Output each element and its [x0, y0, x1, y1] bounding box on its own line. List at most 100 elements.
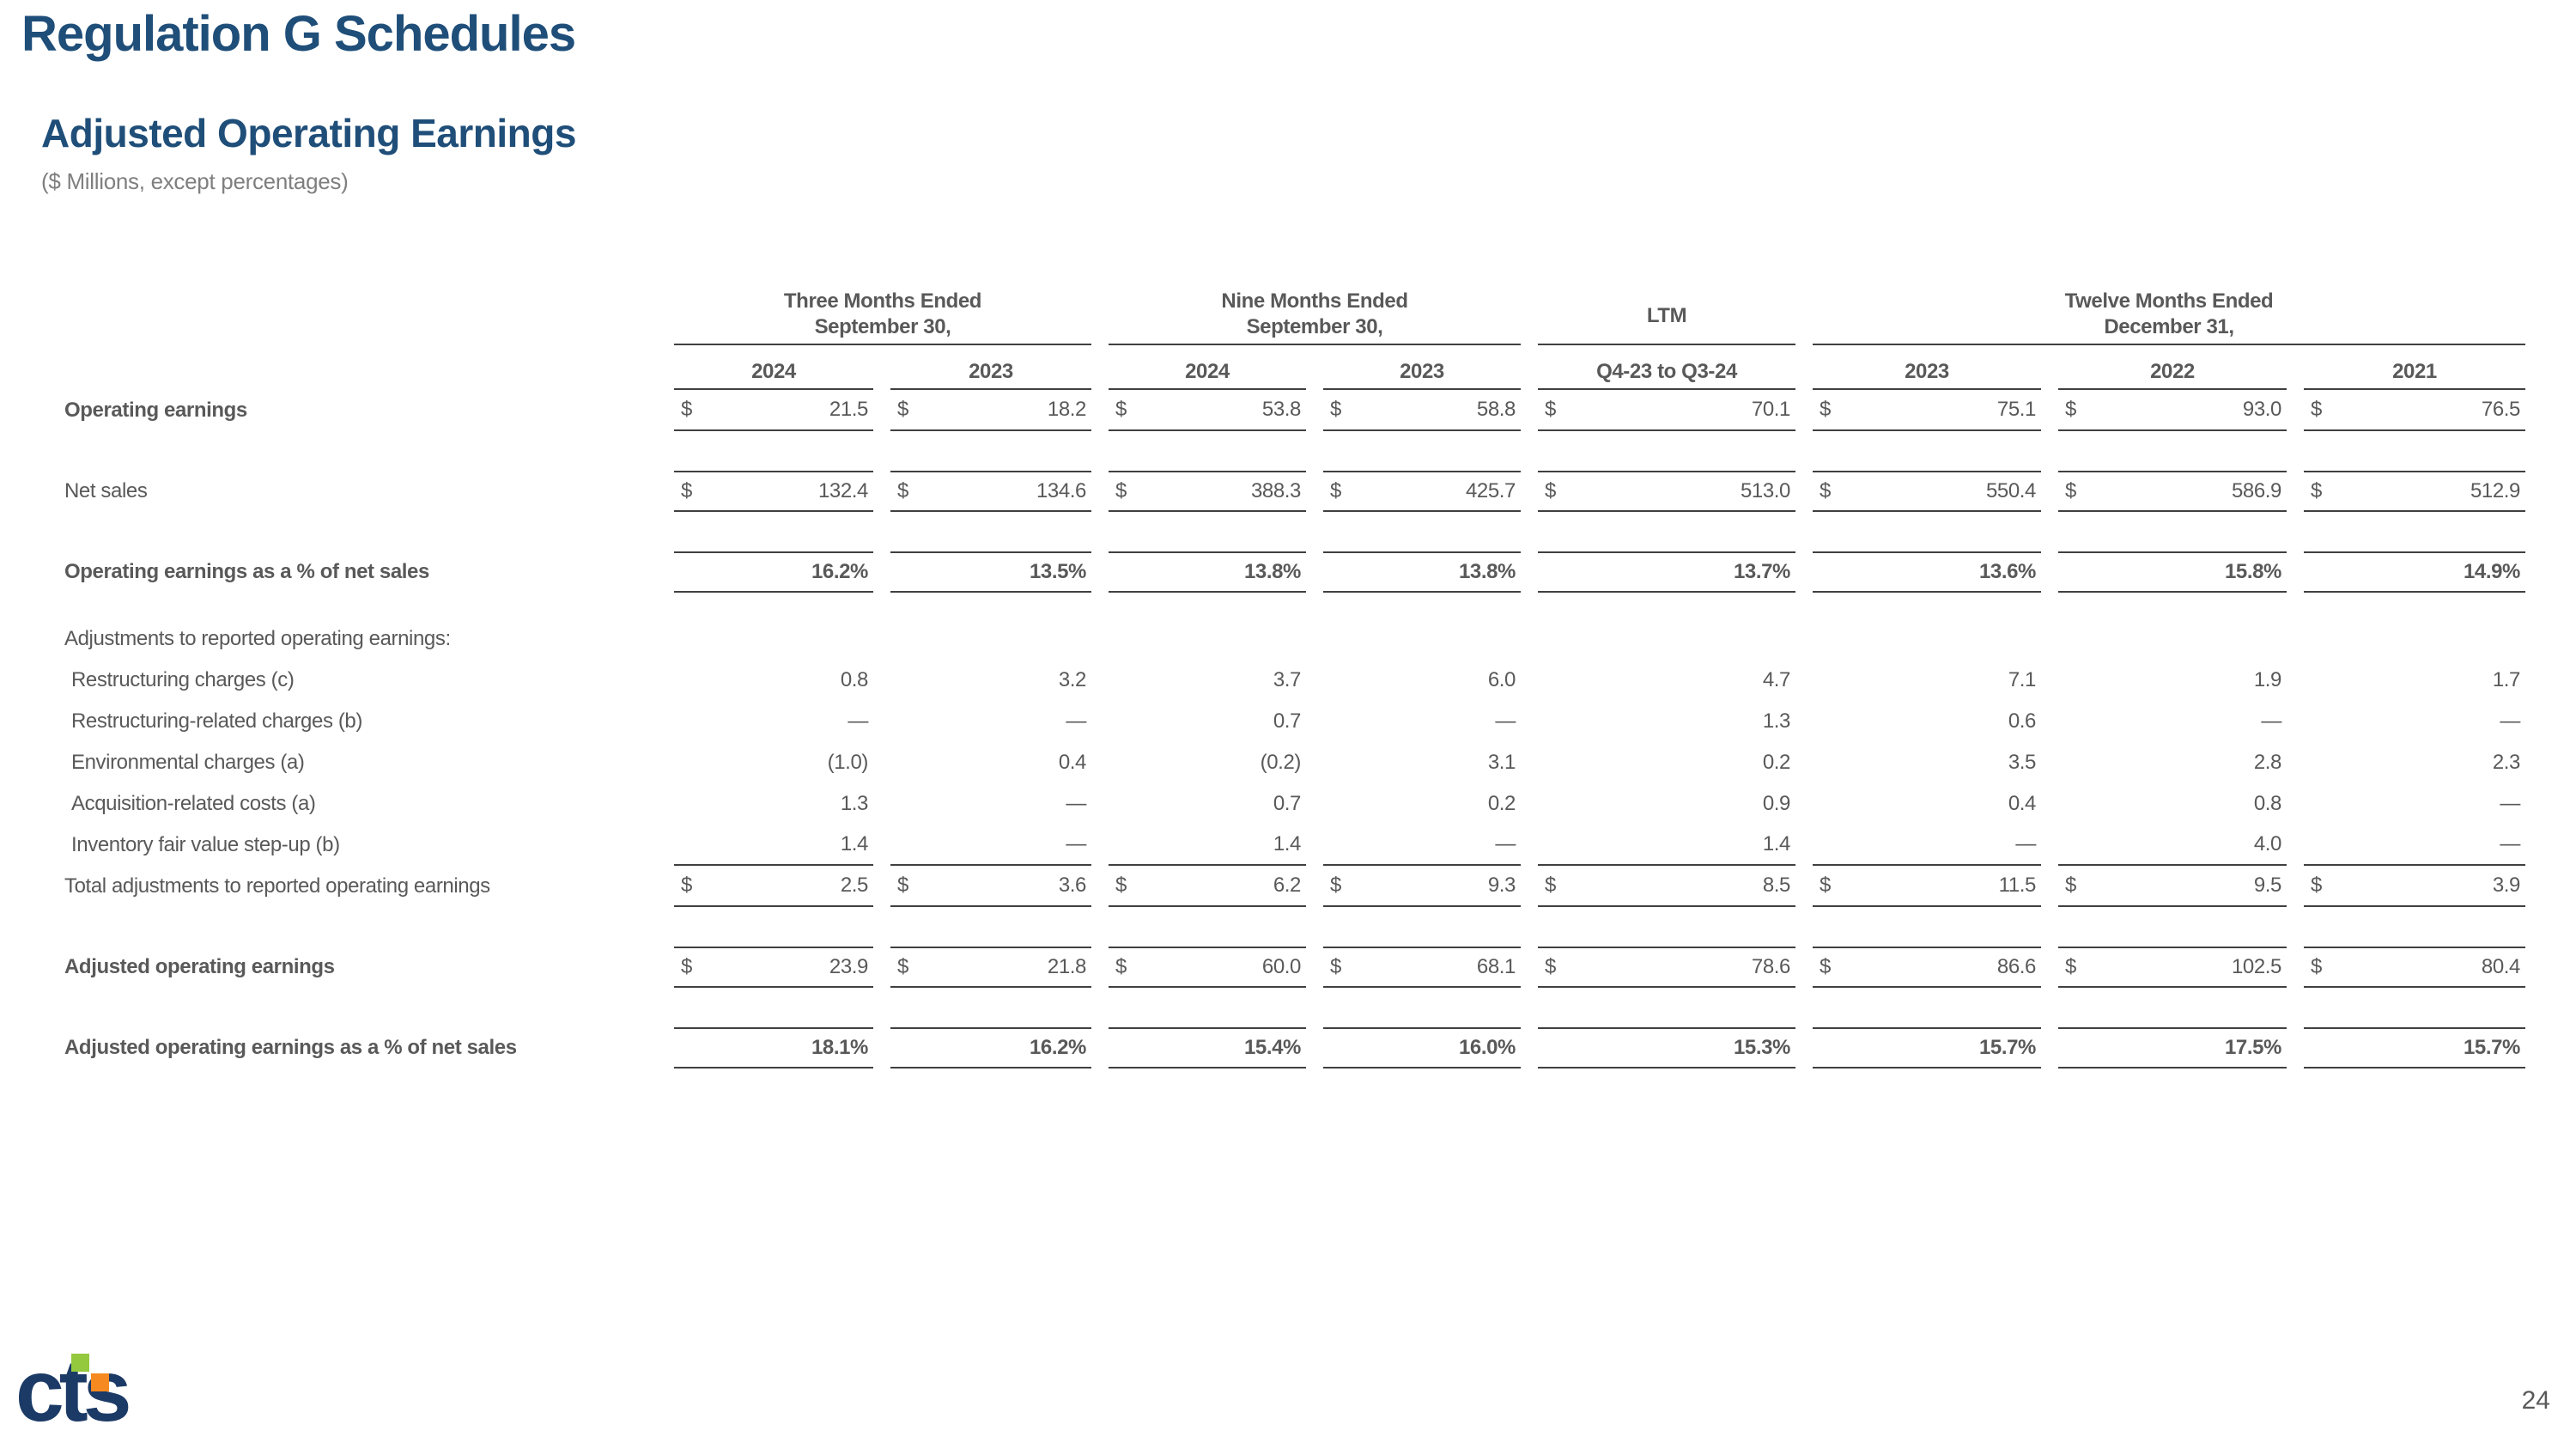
value-cell [890, 618, 1091, 660]
column-header: 2023 [1323, 345, 1521, 390]
value-cell: (1.0) [674, 742, 873, 783]
value-cell: 3.7 [1109, 660, 1306, 701]
row-label: Restructuring-related charges (b) [71, 709, 362, 733]
value-cell: 18.1% [674, 1027, 873, 1068]
column-group-title-line1: Nine Months Ended [1221, 289, 1408, 313]
row-label: Acquisition-related costs (a) [71, 792, 316, 815]
value-cell: $11.5 [1813, 866, 2041, 907]
cell-value: 0.4 [2008, 792, 2037, 815]
value-cell: 0.2 [1538, 742, 1795, 783]
value-cell: — [674, 701, 873, 742]
cell-value: — [1495, 832, 1516, 855]
cell-value: 80.4 [2481, 955, 2521, 978]
value-cell: — [1323, 701, 1521, 742]
value-cell: $23.9 [674, 947, 873, 988]
column-group-title-line2: September 30, [814, 315, 951, 338]
value-cell: 1.9 [2058, 660, 2287, 701]
column-group-header: Twelve Months Ended December 31, [1813, 289, 2525, 345]
dollar-sign: $ [897, 955, 908, 978]
table-row: Adjusted operating earnings as a % of ne… [64, 1027, 2529, 1068]
column-group-header: LTM [1538, 289, 1795, 345]
column-header: Q4-23 to Q3-24 [1538, 345, 1795, 390]
table-row: Restructuring-related charges (b) — — 0.7 —… [64, 701, 2529, 742]
cell-value: 586.9 [2231, 479, 2281, 502]
cell-value: 68.1 [1476, 955, 1516, 978]
value-cell: $6.2 [1109, 866, 1306, 907]
cell-value: 2.5 [840, 874, 869, 897]
value-cell [1109, 618, 1306, 660]
value-cell: 0.4 [1813, 783, 2041, 825]
dollar-sign: $ [1545, 955, 1556, 978]
cell-value: 4.7 [1762, 668, 1791, 691]
cell-value: 3.6 [1058, 874, 1087, 897]
financial-table: Three Months Ended September 30, Nine Mont… [64, 289, 2529, 1068]
cell-value: 15.7% [1978, 1036, 2036, 1059]
cell-value: 550.4 [1985, 479, 2036, 502]
dollar-sign: $ [1330, 955, 1341, 978]
cell-value: 15.4% [1243, 1036, 1301, 1059]
cell-value: — [2500, 709, 2520, 733]
cell-value: 78.6 [1751, 955, 1791, 978]
value-cell: 4.0 [2058, 825, 2287, 866]
section-title: Adjusted Operating Earnings [41, 111, 576, 155]
value-cell: $9.3 [1323, 866, 1521, 907]
logo-green-square [71, 1354, 89, 1372]
dollar-sign: $ [681, 479, 692, 502]
cell-value: 86.6 [1996, 955, 2037, 978]
value-cell: $21.5 [674, 390, 873, 431]
cell-value: 14.9% [2463, 560, 2520, 583]
column-header-row: 2024 2023 2024 2023 Q4-23 to Q3-24 2023 2022 20… [64, 345, 2529, 390]
cell-value: 9.5 [2253, 874, 2282, 897]
dollar-sign: $ [1820, 479, 1831, 502]
cell-value: 4.0 [2253, 832, 2282, 855]
cell-value: — [1066, 832, 1086, 855]
value-cell: — [2058, 701, 2287, 742]
table-row: Inventory fair value step-up (b) 1.4 — 1.4… [64, 825, 2529, 866]
column-group-header: Three Months Ended September 30, [674, 289, 1091, 345]
value-cell [2304, 618, 2525, 660]
cell-value: 134.6 [1036, 479, 1086, 502]
cell-value: 21.5 [829, 398, 869, 421]
cell-value: 18.1% [811, 1036, 868, 1059]
cell-value: 16.0% [1458, 1036, 1516, 1059]
dollar-sign: $ [1115, 398, 1127, 421]
value-cell: $512.9 [2304, 471, 2525, 512]
value-cell [1538, 618, 1795, 660]
value-cell: 15.7% [2304, 1027, 2525, 1068]
cell-value: 53.8 [1261, 398, 1302, 421]
label-column-spacer [64, 289, 657, 345]
value-cell: 16.0% [1323, 1027, 1521, 1068]
row-label: Operating earnings [64, 399, 247, 422]
dollar-sign: $ [1545, 874, 1556, 897]
cell-value: 3.9 [2492, 874, 2521, 897]
table-row: Adjusted operating earnings $23.9 $21.8 $6… [64, 947, 2529, 988]
cell-value: — [2500, 832, 2520, 855]
value-cell: $3.6 [890, 866, 1091, 907]
value-cell: $425.7 [1323, 471, 1521, 512]
value-cell: 14.9% [2304, 551, 2525, 593]
column-header: 2023 [890, 345, 1091, 390]
cell-value: 21.8 [1047, 955, 1087, 978]
cell-value: 9.3 [1487, 874, 1516, 897]
value-cell: $78.6 [1538, 947, 1795, 988]
value-cell: $68.1 [1323, 947, 1521, 988]
value-cell: 15.3% [1538, 1027, 1795, 1068]
dollar-sign: $ [1115, 955, 1127, 978]
row-label: Net sales [64, 479, 148, 502]
value-cell: 13.6% [1813, 551, 2041, 593]
dollar-sign: $ [897, 398, 908, 421]
cell-value: — [848, 709, 868, 733]
value-cell: — [1323, 825, 1521, 866]
value-cell: $18.2 [890, 390, 1091, 431]
cell-value: 0.8 [840, 668, 869, 691]
row-label: Adjusted operating earnings as a % of ne… [64, 1036, 517, 1059]
cell-value: 1.4 [1273, 832, 1302, 855]
value-cell: 15.7% [1813, 1027, 2041, 1068]
value-cell: 0.8 [2058, 783, 2287, 825]
value-cell: 17.5% [2058, 1027, 2287, 1068]
table-row: Acquisition-related costs (a) 1.3 — 0.7 0.2… [64, 783, 2529, 825]
dollar-sign: $ [897, 479, 908, 502]
value-cell: 0.9 [1538, 783, 1795, 825]
value-cell: $76.5 [2304, 390, 2525, 431]
value-cell [674, 618, 873, 660]
